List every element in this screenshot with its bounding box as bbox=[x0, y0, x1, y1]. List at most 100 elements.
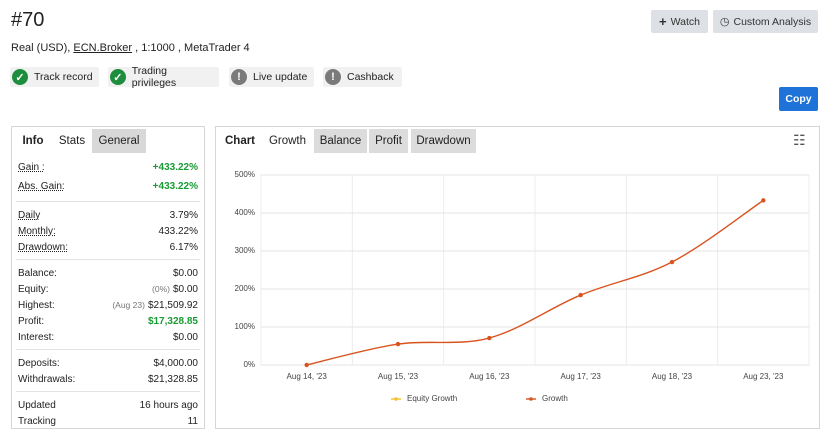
stat-label: Updated bbox=[18, 399, 56, 411]
stat-value-wrap: +433.22% bbox=[153, 181, 198, 192]
x-tick-label: Aug 16, '23 bbox=[469, 372, 510, 381]
stat-value-wrap: 3.79% bbox=[170, 210, 198, 221]
stat-value: 433.22% bbox=[158, 225, 198, 237]
point bbox=[761, 198, 766, 203]
line bbox=[306, 199, 764, 366]
point bbox=[669, 259, 675, 265]
legend-label: Growth bbox=[542, 394, 568, 403]
stat-value: $0.00 bbox=[172, 267, 198, 279]
stat-value: $0.00 bbox=[172, 331, 198, 343]
stat-row: Abs. Gain: +433.22% bbox=[18, 178, 198, 194]
stats-panel: Info Stats General Gain : +433.22% Abs. Gain:… bbox=[11, 126, 205, 429]
stat-value: $17,328.85 bbox=[147, 315, 198, 327]
stat-label: Drawdown: bbox=[18, 241, 69, 253]
point bbox=[304, 362, 309, 368]
badge: ! Cashback bbox=[323, 67, 402, 87]
legend-label: Equity Growth bbox=[407, 394, 457, 403]
stat-label: Interest: bbox=[18, 331, 55, 343]
stat-value: $0.00 bbox=[172, 283, 198, 295]
legend-dot bbox=[394, 397, 398, 401]
stat-row: Balance: $0.00 bbox=[18, 265, 198, 281]
stat-row: Updated 16 hours ago bbox=[18, 397, 198, 413]
divider bbox=[16, 259, 200, 260]
divider bbox=[16, 349, 200, 350]
tab[interactable]: Chart bbox=[219, 129, 261, 153]
stat-label: Gain : bbox=[18, 161, 45, 173]
info-icon: ! bbox=[325, 69, 341, 85]
stat-row: Drawdown: 6.17% bbox=[18, 239, 198, 255]
badge: ✓ Trading privileges bbox=[108, 65, 219, 89]
badge-label: Track record bbox=[34, 71, 93, 83]
stat-row: Equity: (0%) $0.00 bbox=[18, 281, 198, 297]
x-tick-label: Aug 18, '23 bbox=[652, 372, 693, 381]
watch-button[interactable]: + Watch bbox=[651, 10, 708, 33]
copy-button[interactable]: Copy bbox=[779, 87, 818, 111]
y-tick-label: 200% bbox=[235, 284, 255, 293]
stat-label: Tracking bbox=[18, 415, 56, 427]
stat-label: Abs. Gain: bbox=[18, 180, 65, 192]
stat-value-wrap: $0.00 bbox=[173, 268, 198, 279]
y-tick-label: 300% bbox=[235, 246, 255, 255]
stat-value-wrap: $21,328.85 bbox=[148, 374, 198, 385]
y-tick-label: 0% bbox=[243, 360, 255, 369]
tab[interactable]: Growth bbox=[263, 129, 312, 153]
info-icon: ! bbox=[231, 69, 247, 85]
stat-row: Interest: $0.00 bbox=[18, 329, 198, 345]
badge: ✓ Track record bbox=[10, 67, 99, 87]
stat-value: 16 hours ago bbox=[139, 399, 198, 411]
custom-analysis-button[interactable]: ◷ Custom Analysis bbox=[713, 10, 818, 33]
stat-label: Withdrawals: bbox=[18, 373, 76, 385]
x-tick-label: Aug 14, '23 bbox=[287, 372, 328, 381]
stat-value-wrap: (0%) $0.00 bbox=[152, 284, 198, 295]
stat-row: Withdrawals: $21,328.85 bbox=[18, 371, 198, 387]
point bbox=[578, 292, 583, 298]
x-tick-label: Aug 17, '23 bbox=[561, 372, 602, 381]
subtitle: Real (USD), ECN.Broker , 1:1000 , MetaTr… bbox=[11, 42, 250, 54]
y-tick-label: 100% bbox=[235, 322, 255, 331]
badge-label: Live update bbox=[253, 71, 308, 83]
stat-row: Tracking 11 bbox=[18, 413, 198, 429]
check-icon: ✓ bbox=[12, 69, 28, 85]
stat-row: Daily 3.79% bbox=[18, 207, 198, 223]
stat-value: $21,509.92 bbox=[147, 299, 198, 311]
stat-label: Equity: bbox=[18, 283, 49, 295]
copy-label: Copy bbox=[785, 93, 812, 105]
stat-value-wrap: $4,000.00 bbox=[154, 358, 199, 369]
stat-label: Balance: bbox=[18, 267, 57, 279]
stat-value: $4,000.00 bbox=[153, 357, 199, 369]
tab[interactable]: Info bbox=[14, 129, 52, 153]
stat-note: (Aug 23) bbox=[112, 299, 145, 310]
tab[interactable]: Stats bbox=[54, 129, 90, 153]
settings-icon[interactable]: ☷ bbox=[793, 132, 806, 148]
stat-value: 3.79% bbox=[169, 209, 198, 221]
stat-value-wrap: $0.00 bbox=[173, 332, 198, 343]
stat-value-wrap: +433.22% bbox=[153, 162, 198, 173]
stat-row: Highest: (Aug 23) $21,509.92 bbox=[18, 297, 198, 313]
stat-note: (0%) bbox=[152, 283, 170, 294]
check-icon: ✓ bbox=[110, 69, 126, 85]
x-tick-label: Aug 15, '23 bbox=[378, 372, 419, 381]
title: #70 bbox=[11, 9, 45, 31]
divider bbox=[16, 201, 200, 202]
tab[interactable]: Profit bbox=[369, 129, 408, 153]
stat-label: Highest: bbox=[18, 299, 55, 311]
stat-value-wrap: $17,328.85 bbox=[148, 316, 198, 327]
point bbox=[487, 335, 492, 341]
stat-value-wrap: 433.22% bbox=[159, 226, 198, 237]
details: , 1:1000 , MetaTrader 4 bbox=[135, 42, 250, 54]
legend-dot bbox=[529, 397, 533, 401]
stat-row: Profit: $17,328.85 bbox=[18, 313, 198, 329]
stat-label: Monthly: bbox=[18, 225, 56, 237]
tab[interactable]: Balance bbox=[314, 129, 367, 153]
broker-link[interactable]: ECN.Broker bbox=[73, 42, 133, 54]
stat-value-wrap: 6.17% bbox=[170, 242, 198, 253]
watch-label: Watch bbox=[670, 15, 700, 28]
chart-panel: 0% 100% 200% 300% 400% 500% Aug 14, '23 Aug 15,… bbox=[215, 126, 820, 429]
y-tick-label: 400% bbox=[235, 208, 255, 217]
account: Real (USD), bbox=[11, 42, 71, 54]
stat-value: +433.22% bbox=[152, 180, 198, 192]
badge-label: Trading privileges bbox=[131, 65, 177, 89]
tab[interactable]: General bbox=[92, 129, 146, 153]
tab[interactable]: Drawdown bbox=[411, 129, 476, 153]
